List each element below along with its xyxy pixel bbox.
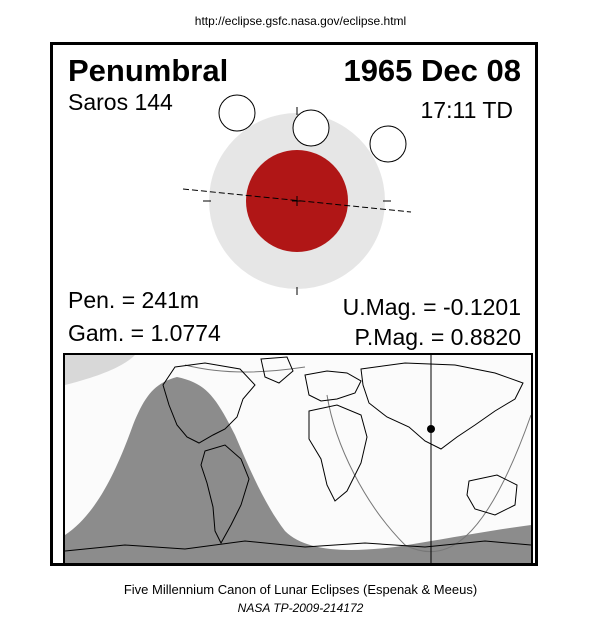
umbral-magnitude: U.Mag. = -0.1201 (342, 294, 521, 320)
penumbral-magnitude: P.Mag. = 0.8820 (354, 324, 521, 350)
eclipse-time: 17:11 TD (420, 97, 513, 123)
footer-publication: NASA TP-2009-214172 (237, 601, 364, 615)
continent-asia (360, 362, 524, 450)
continent-antarctica (65, 540, 531, 552)
gamma-value: Gam. = 1.0774 (68, 320, 221, 346)
eclipse-type: Penumbral (68, 53, 229, 88)
moon-first-contact (218, 94, 256, 132)
continent-europe (304, 370, 362, 402)
visibility-curve-2 (184, 364, 306, 373)
moon-last-contact (369, 125, 407, 163)
world-map-svg (65, 355, 531, 563)
moon-greatest-eclipse (292, 109, 330, 147)
eclipse-geometry-diagram (182, 94, 412, 295)
greatest-eclipse-point (427, 425, 435, 433)
visibility-curve-1 (326, 394, 531, 553)
night-region-corner (65, 355, 135, 385)
continent-greenland (260, 356, 294, 384)
footer-canon-title: Five Millennium Canon of Lunar Eclipses … (123, 582, 478, 597)
eclipse-panel: Penumbral 1965 Dec 08 Saros 144 17:11 TD… (50, 42, 538, 566)
night-region (65, 377, 531, 563)
continent-africa (308, 404, 368, 502)
source-url[interactable]: http://eclipse.gsfc.nasa.gov/eclipse.htm… (194, 14, 407, 28)
continent-australia (466, 474, 518, 516)
eclipse-date: 1965 Dec 08 (343, 53, 521, 88)
penumbral-duration: Pen. = 241m (68, 287, 200, 313)
continent-north-america (162, 362, 256, 444)
saros-number: Saros 144 (68, 89, 173, 115)
continent-south-america (200, 444, 250, 545)
moon-path-line (182, 188, 412, 213)
visibility-world-map (63, 353, 533, 565)
